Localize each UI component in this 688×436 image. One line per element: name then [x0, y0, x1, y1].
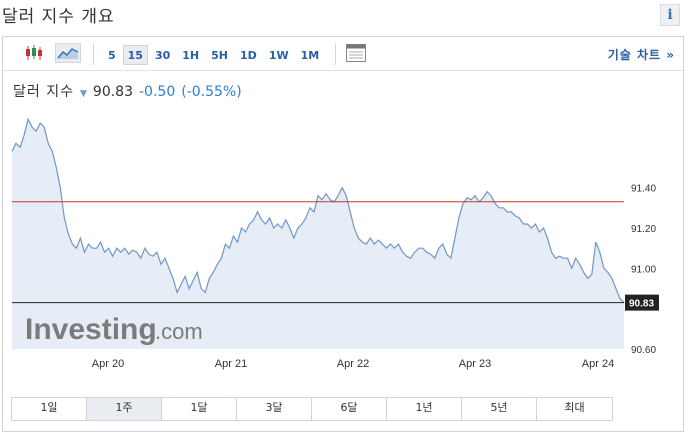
price-change-percent: (-0.55%) — [181, 84, 242, 100]
chart-panel: 5 15 30 1H 5H 1D 1W 1M 기술 차트 » 달러 지수 ▼ 90.83 -0… — [2, 36, 684, 432]
instrument-name: 달러 지수 — [13, 84, 74, 100]
range-tab[interactable]: 1달 — [162, 398, 237, 420]
last-value-label: 90.83 — [629, 299, 654, 310]
y-tick-label: 91.00 — [631, 264, 656, 275]
interval-1h[interactable]: 1H — [182, 49, 200, 62]
y-tick-label: 90.60 — [631, 345, 656, 356]
last-value-badge — [625, 294, 659, 311]
x-tick-label: Apr 20 — [92, 358, 124, 370]
interval-15[interactable]: 15 — [122, 45, 148, 65]
price-chart[interactable]: Investing .com 91.40 91.20 91.00 90.60 Apr … — [3, 37, 683, 431]
quote-line: 달러 지수 ▼ 90.83 -0.50 (-0.55%) — [13, 81, 242, 101]
last-price: 90.83 — [92, 84, 133, 100]
toolbar-divider — [335, 43, 336, 65]
range-tab[interactable]: 1일 — [12, 398, 87, 420]
range-tab[interactable]: 1주 — [87, 398, 162, 420]
svg-text:Investing: Investing — [25, 313, 157, 346]
area-chart-icon[interactable] — [55, 43, 81, 63]
x-tick-label: Apr 21 — [215, 358, 247, 370]
range-tab[interactable]: 5년 — [462, 398, 537, 420]
svg-text:.com: .com — [155, 319, 203, 344]
price-line — [11, 117, 625, 304]
range-tab[interactable]: 6달 — [312, 398, 387, 420]
interval-30[interactable]: 30 — [154, 49, 171, 62]
calendar-icon[interactable] — [345, 43, 367, 63]
x-tick-label: Apr 22 — [337, 358, 369, 370]
info-icon[interactable]: i — [660, 4, 680, 26]
interval-1m[interactable]: 1M — [300, 49, 320, 62]
technical-chart-link[interactable]: 기술 차트 » — [607, 48, 675, 62]
interval-1w[interactable]: 1W — [268, 49, 289, 62]
chart-toolbar: 5 15 30 1H 5H 1D 1W 1M 기술 차트 » — [3, 37, 683, 71]
range-tab[interactable]: 3달 — [237, 398, 312, 420]
down-arrow-icon: ▼ — [79, 89, 87, 99]
price-area — [12, 119, 624, 349]
price-change: -0.50 — [139, 84, 176, 100]
range-tabs: 1일 1주 1달 3달 6달 1년 5년 최대 — [11, 397, 613, 421]
range-tab[interactable]: 최대 — [537, 398, 612, 420]
page-title: 달러 지수 개요 — [2, 7, 115, 27]
interval-5[interactable]: 5 — [108, 49, 116, 62]
y-tick-label: 91.40 — [631, 184, 656, 195]
range-tab[interactable]: 1년 — [387, 398, 462, 420]
interval-1d[interactable]: 1D — [240, 49, 257, 62]
investing-watermark: Investing .com — [25, 313, 203, 346]
toolbar-divider — [93, 43, 94, 65]
interval-selector: 5 15 30 1H 5H 1D 1W 1M — [103, 45, 324, 65]
x-tick-label: Apr 24 — [582, 358, 614, 370]
y-tick-label: 91.20 — [631, 224, 656, 235]
interval-5h[interactable]: 5H — [211, 49, 229, 62]
candlestick-icon[interactable] — [23, 43, 45, 63]
x-tick-label: Apr 23 — [459, 358, 491, 370]
